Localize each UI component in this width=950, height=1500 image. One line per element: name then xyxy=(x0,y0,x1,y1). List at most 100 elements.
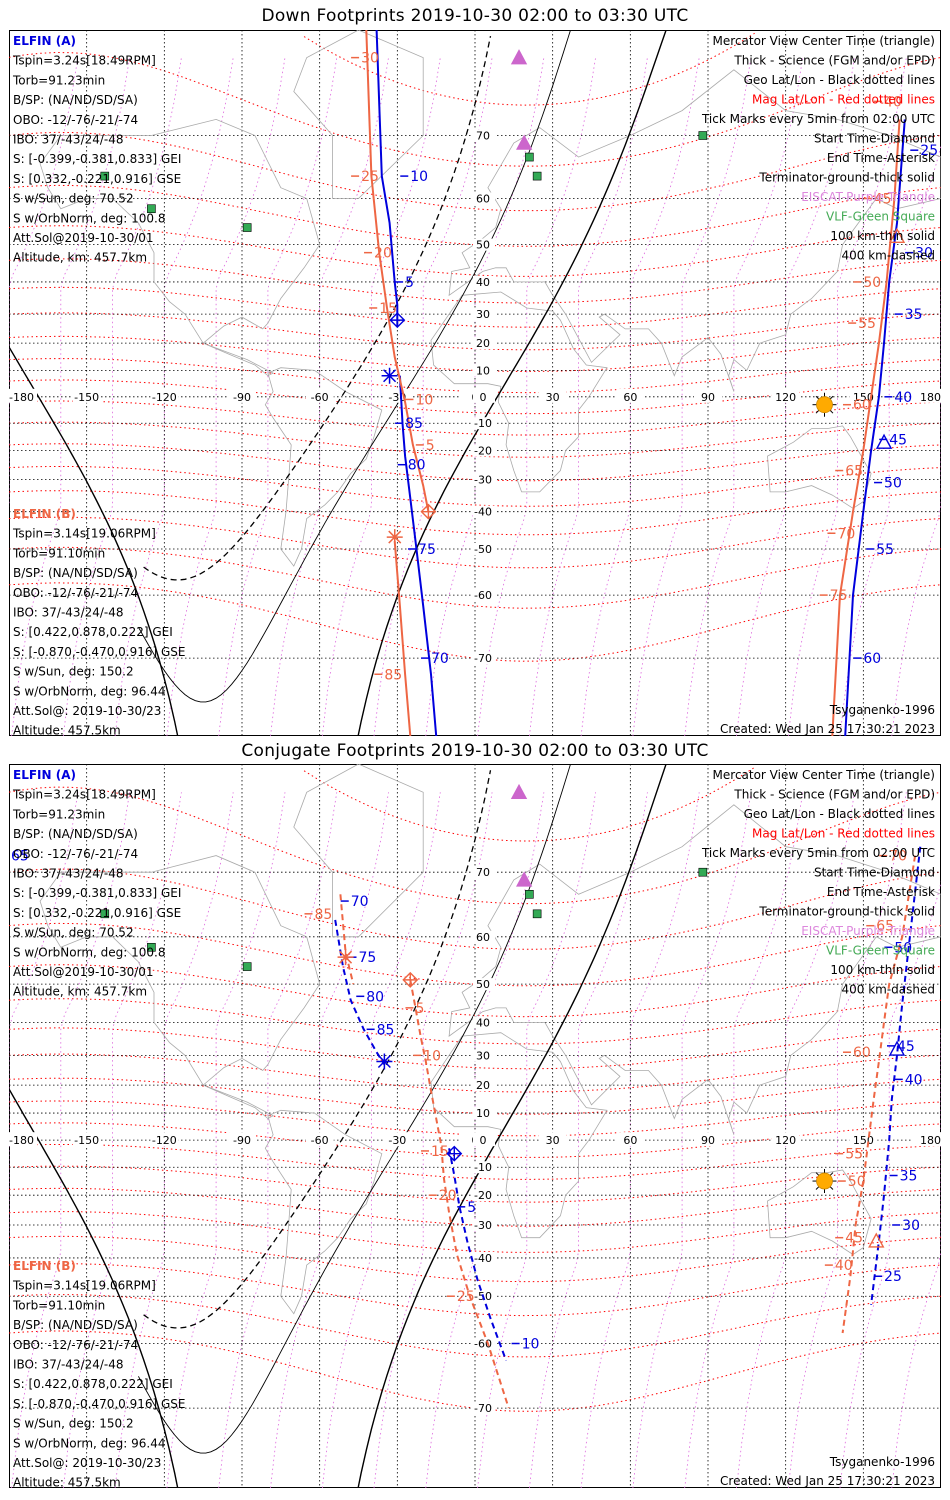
tick-label-bg xyxy=(913,388,941,403)
mag-lat-line xyxy=(303,32,755,106)
sat-a-info-line: OBO: -12/-76/-21/-74 xyxy=(13,847,138,861)
sat-a-info-line: Torb=91.23min xyxy=(12,73,105,87)
sat-b-time-label: 85 xyxy=(314,907,332,923)
y-tick-label: 0 xyxy=(480,391,487,404)
tick-label-bg xyxy=(9,1132,37,1147)
sat-b-time-label: 5 xyxy=(415,1001,424,1017)
sat-a-time-label: 75 xyxy=(359,950,377,966)
sat-a-time-label: 80 xyxy=(366,989,384,1005)
y-tick-label: 20 xyxy=(476,337,490,350)
tick-label-bg xyxy=(9,388,37,403)
mag-lon-line xyxy=(63,792,182,1488)
mag-lat-line xyxy=(9,184,941,247)
sat-b-info-line: Torb=91.10min xyxy=(12,1298,105,1312)
footprint-400km-line xyxy=(143,35,492,581)
x-tick-label: -180 xyxy=(9,391,34,404)
sat-b-info-line: S w/Sun, deg: 150.2 xyxy=(13,1417,134,1431)
sat-a-name: ELFIN (A) xyxy=(13,768,76,782)
sat-b-time-label: 55 xyxy=(858,316,876,332)
x-tick-label: 60 xyxy=(623,1134,637,1147)
coastline xyxy=(39,118,321,377)
legend-line: Start Time-Diamond xyxy=(814,866,935,880)
tick-label-bg xyxy=(616,388,645,403)
tick-label-bg xyxy=(473,1049,495,1062)
y-tick-label: 10 xyxy=(476,1107,490,1120)
y-tick-label: -10 xyxy=(474,1161,492,1174)
sat-b-name: ELFIN (B) xyxy=(13,1259,76,1273)
sat-a-info-line: S: [0.332,-0.221,0.916] GSE xyxy=(13,172,181,186)
tick-label-bg xyxy=(473,505,495,518)
sat-b-info-line: S w/Sun, deg: 150.2 xyxy=(13,665,134,679)
sat-b-track xyxy=(365,30,430,512)
sat-a-time-label: 30 xyxy=(915,246,933,262)
terminator-line xyxy=(9,764,667,1488)
mag-lon-line xyxy=(114,792,234,1488)
sat-b-track xyxy=(339,894,355,985)
tick-label-bg xyxy=(305,388,334,403)
sat-b-track xyxy=(393,540,412,736)
sat-a-track xyxy=(448,1148,508,1361)
sat-a-time-label: 35 xyxy=(900,1168,918,1184)
coastline xyxy=(430,291,608,493)
sat-b-info-line: S: [0.422,0.878,0.222] GEI xyxy=(13,1377,173,1391)
tick-label-bg xyxy=(473,364,495,377)
tick-label-bg xyxy=(72,1132,101,1147)
sat-b-time-label: 45 xyxy=(845,1231,863,1247)
coastline xyxy=(264,1109,383,1315)
x-tick-label: 30 xyxy=(546,391,560,404)
tick-label-bg xyxy=(473,978,495,991)
sat-b-info-line: S w/OrbNorm, deg: 96.44 xyxy=(13,684,165,698)
sat-a-time-label: 10 xyxy=(410,169,428,185)
eiscat-marker xyxy=(516,871,533,887)
tick-label-bg xyxy=(473,866,495,879)
x-tick-label: 150 xyxy=(853,391,874,404)
mag-lat-line xyxy=(9,131,941,212)
sat-a-info-line: Tspin=3.24s[18.49RPM] xyxy=(12,788,156,802)
sat-b-start-marker xyxy=(420,503,437,520)
sat-a-time-label: 65 xyxy=(11,849,29,865)
sat-a-start-marker xyxy=(446,1145,463,1162)
sat-a-info-line: B/SP: (NA/ND/SD/SA) xyxy=(13,827,138,841)
mag-lon-line xyxy=(684,792,804,1488)
tick-label-bg xyxy=(228,1132,256,1147)
sat-b-time-label: 45 xyxy=(874,192,892,208)
sat-b-info-line: Altitude: 457.5km xyxy=(13,724,121,736)
sat-b-info-line: S w/OrbNorm, deg: 96.44 xyxy=(13,1436,165,1450)
coastline xyxy=(264,367,383,567)
y-tick-label: 70 xyxy=(476,130,490,143)
sat-a-info-line: OBO: -12/-76/-21/-74 xyxy=(13,113,138,127)
legend-line: Tick Marks every 5min from 02:00 UTC xyxy=(701,846,935,860)
legend-line: Geo Lat/Lon - Black dotted lines xyxy=(744,807,935,821)
eiscat-marker xyxy=(510,49,528,65)
sat-b-name: ELFIN (B) xyxy=(13,507,76,521)
tick-label-bg xyxy=(771,1132,800,1147)
tick-label-bg xyxy=(538,1132,567,1147)
vlf-marker xyxy=(532,171,542,181)
sat-b-info-line: IBO: 37/-43/24/-48 xyxy=(13,1358,124,1372)
footprint-400km-line xyxy=(143,770,492,1329)
sat-a-time-label: 45 xyxy=(889,432,907,448)
sat-b-info-line: OBO: -12/-76/-21/-74 xyxy=(13,1338,138,1352)
coastline xyxy=(767,1169,872,1255)
y-tick-label: -60 xyxy=(474,589,492,602)
legend-line: Mag Lat/Lon - Red dotted lines xyxy=(752,93,935,107)
vlf-marker xyxy=(100,171,110,181)
y-tick-label: 30 xyxy=(476,1049,490,1062)
x-tick-label: -150 xyxy=(74,391,99,404)
sat-a-info-line: S: [0.332,-0.221,0.916] GSE xyxy=(13,906,181,920)
tick-label-bg xyxy=(473,308,495,321)
sat-a-time-label: 50 xyxy=(894,940,912,956)
sat-a-time-label: 5 xyxy=(467,1200,476,1216)
sat-a-time-label: 25 xyxy=(884,1269,902,1285)
coastline xyxy=(430,1032,608,1239)
sat-a-info-line: S w/OrbNorm, deg: 100.8 xyxy=(13,211,165,225)
sat-a-info-line: Att.Sol@2019-10-30/01 xyxy=(13,231,154,245)
mag-lon-line xyxy=(580,792,700,1488)
tick-label-bg xyxy=(473,1134,495,1147)
mag-lon-line xyxy=(270,792,389,1488)
tick-label-bg xyxy=(473,129,495,142)
y-tick-label: -10 xyxy=(474,417,492,430)
sat-a-time-label: 70 xyxy=(351,894,369,910)
tick-label-bg xyxy=(473,1016,495,1029)
sat-a-name: ELFIN (A) xyxy=(13,34,76,48)
